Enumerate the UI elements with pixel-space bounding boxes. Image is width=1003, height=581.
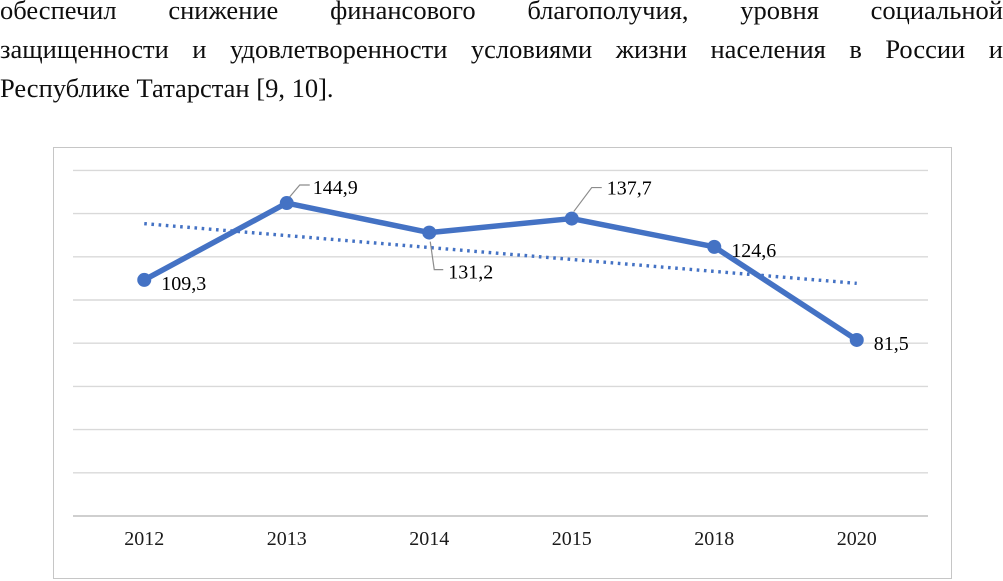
data-point-marker: [707, 239, 722, 254]
x-axis-tick-label: 2020: [837, 528, 877, 550]
paragraph-word: жизни: [615, 34, 688, 64]
paragraph-word: обеспечил: [0, 0, 117, 25]
paragraph-word: удовлетворенности: [229, 34, 448, 64]
data-label: 81,5: [874, 333, 909, 355]
paragraph-word: снижение: [168, 0, 279, 25]
paragraph-word: уровня: [740, 0, 819, 25]
data-label: 144,9: [313, 177, 358, 199]
data-point-marker: [849, 332, 864, 347]
paragraph-word: России: [885, 34, 966, 64]
data-label-leader-line: [573, 186, 602, 212]
data-label: 124,6: [731, 240, 776, 262]
paragraph-word: защищенности: [0, 34, 169, 64]
data-label: 137,7: [607, 178, 652, 200]
data-series-line: [141, 200, 860, 343]
paragraph-word: благополучия,: [527, 0, 689, 25]
paragraph-line-1: обеспечил снижение финансового благополучия…: [0, 0, 1003, 30]
paragraph: обеспечил снижение финансового благополучия…: [0, 0, 1003, 108]
x-axis-tick-label: 2013: [267, 528, 307, 550]
chart-container: 109,3 144,9 131,2 137,7 124,6 81,5 2012 2013 201…: [53, 147, 952, 579]
x-axis-tick-label: 2014: [409, 528, 449, 550]
paragraph-word: социальной: [870, 0, 1003, 25]
data-point-marker: [564, 211, 579, 226]
chart-svg: 109,3 144,9 131,2 137,7 124,6 81,5 2012 2013 201…: [73, 169, 928, 550]
x-axis-tick-label: 2015: [552, 528, 592, 550]
paragraph-word: и: [988, 34, 1003, 64]
data-label: 131,2: [448, 262, 493, 284]
data-label: 109,3: [161, 273, 206, 295]
x-axis-tick-label: 2018: [694, 528, 734, 550]
paragraph-word: в: [849, 34, 862, 64]
paragraph-line-3: Республике Татарстан [9, 10].: [0, 73, 334, 103]
paragraph-line-2: защищенности и удовлетворенности условиями ж…: [0, 30, 1003, 69]
data-label-leader-line: [429, 241, 444, 271]
data-label-leader-line: [288, 184, 310, 199]
paragraph-word: условиями: [470, 34, 593, 64]
data-point-marker: [279, 196, 294, 211]
paragraph-word: населения: [710, 34, 826, 64]
x-axis-tick-label: 2012: [124, 528, 164, 550]
paragraph-word: финансового: [330, 0, 476, 25]
data-point-marker: [422, 225, 437, 240]
data-point-marker: [137, 272, 152, 287]
paragraph-word: и: [192, 34, 207, 64]
